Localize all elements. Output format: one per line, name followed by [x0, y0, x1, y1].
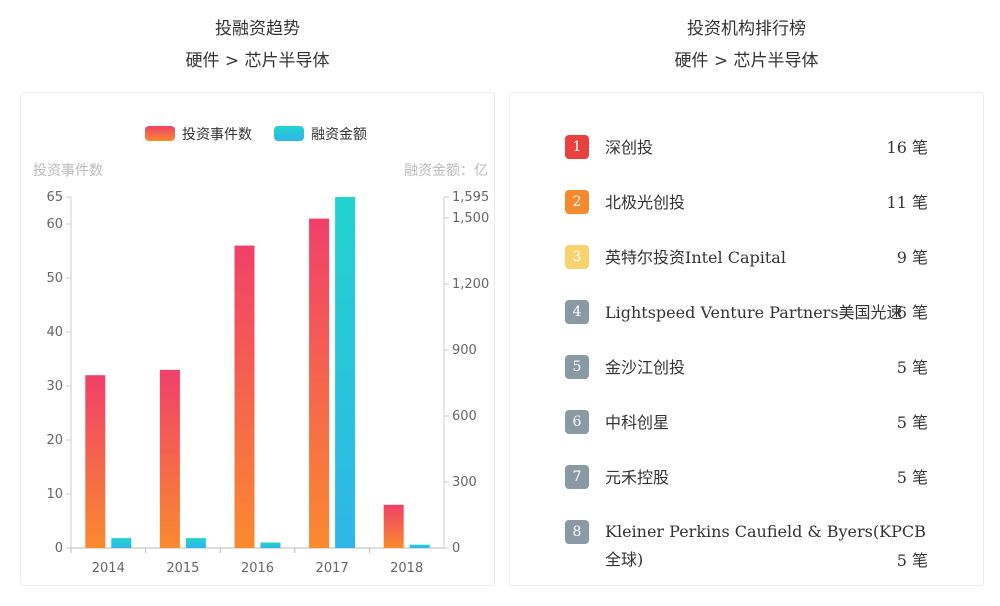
y-axis-right-title: 融资金额：亿: [404, 163, 488, 179]
ranking-card: 1 深创投 16 笔 2 北极光创投 11 笔 3 英特尔投资Intel Capital 9 笔…: [509, 92, 984, 586]
ranking-row: 4 Lightspeed Venture Partners美国光速 6 笔: [565, 300, 928, 340]
ranking-row: 8 Kleiner Perkins Caufield & Byers(KPCB全球…: [565, 520, 928, 570]
deal-count: 11 笔: [886, 193, 928, 212]
legend-label: 融资金额: [311, 127, 367, 143]
rank-badge: 2: [565, 190, 589, 214]
institution-name: 深创投: [605, 138, 654, 157]
ranking-row: 2 北极光创投 11 笔: [565, 190, 928, 230]
rank-badge: 1: [565, 135, 589, 159]
rank-badge: 5: [565, 355, 589, 379]
y-left-tick-label: 30: [46, 379, 63, 394]
deal-count: 5 笔: [896, 413, 928, 432]
y-right-tick-label: 1,200: [452, 277, 489, 292]
institution-name: 元禾控股: [605, 468, 670, 487]
bar-events-2014: [85, 375, 106, 548]
x-tick-label: 2014: [92, 561, 125, 576]
y-right-tick-label: 1,595: [452, 190, 489, 205]
bar-events-2017: [309, 218, 330, 548]
rank-badge: 3: [565, 245, 589, 269]
legend-swatch-amount: [274, 126, 304, 141]
bar-events-2018: [383, 504, 404, 548]
y-right-tick-label: 600: [452, 409, 477, 424]
institution-name: 英特尔投资Intel Capital: [605, 248, 786, 267]
ranking-row: 7 元禾控股 5 笔: [565, 465, 928, 505]
ranking-row: 3 英特尔投资Intel Capital 9 笔: [565, 245, 928, 285]
bar-amount-2017: [335, 197, 356, 548]
bar-events-2015: [159, 369, 180, 548]
y-right-tick-label: 300: [452, 475, 477, 490]
y-left-tick-label: 20: [46, 433, 63, 448]
x-tick-label: 2018: [390, 561, 423, 576]
deal-count: 5 笔: [896, 551, 928, 570]
y-right-tick-label: 900: [452, 343, 477, 358]
bar-amount-2014: [111, 538, 132, 548]
deal-count: 5 笔: [896, 468, 928, 487]
ranking-row: 1 深创投 16 笔: [565, 135, 928, 175]
y-left-tick-label: 50: [46, 271, 63, 286]
institution-name: Kleiner Perkins Caufield & Byers(KPCB全球): [605, 522, 926, 569]
deal-count: 6 笔: [896, 303, 928, 322]
left-panel-subtitle: 硬件 > 芯片半导体: [185, 51, 330, 71]
left-panel-title: 投融资趋势: [215, 19, 300, 39]
ranking-row: 6 中科创星 5 笔: [565, 410, 928, 450]
y-axis-left-title: 投资事件数: [33, 163, 103, 179]
bar-amount-2018: [409, 544, 430, 548]
legend-label: 投资事件数: [182, 127, 252, 143]
rank-badge: 8: [565, 520, 589, 544]
trend-chart-card: 投资事件数 融资金额 投资事件数 融资金额：亿 0 10 20 30 40 50 60 65 0 300 6…: [20, 92, 495, 586]
y-right-tick-label: 1,500: [452, 211, 489, 226]
y-right-tick-label: 0: [452, 541, 460, 556]
y-left-tick-label: 40: [46, 325, 63, 340]
ranking-row: 5 金沙江创投 5 笔: [565, 355, 928, 395]
rank-badge: 7: [565, 465, 589, 489]
y-left-tick-label: 60: [46, 217, 63, 232]
bar-amount-2015: [185, 538, 206, 548]
right-panel-title: 投资机构排行榜: [687, 19, 806, 39]
x-tick-label: 2017: [316, 561, 349, 576]
deal-count: 5 笔: [896, 358, 928, 377]
bar-amount-2016: [260, 542, 281, 548]
x-tick-label: 2016: [241, 561, 274, 576]
deal-count: 16 笔: [886, 138, 928, 157]
y-left-tick-label: 10: [46, 487, 63, 502]
right-panel-subtitle: 硬件 > 芯片半导体: [674, 51, 819, 71]
legend-swatch-events: [145, 126, 175, 141]
institution-name: 北极光创投: [605, 193, 686, 212]
institution-name: 中科创星: [605, 413, 670, 432]
y-left-tick-label: 0: [55, 541, 63, 556]
deal-count: 9 笔: [896, 248, 928, 267]
rank-badge: 4: [565, 300, 589, 324]
x-tick-label: 2015: [166, 561, 199, 576]
y-left-tick-label: 65: [46, 190, 63, 205]
rank-badge: 6: [565, 410, 589, 434]
institution-name: Lightspeed Venture Partners美国光速: [605, 303, 903, 322]
institution-name: 金沙江创投: [605, 358, 686, 377]
bar-events-2016: [234, 245, 255, 548]
